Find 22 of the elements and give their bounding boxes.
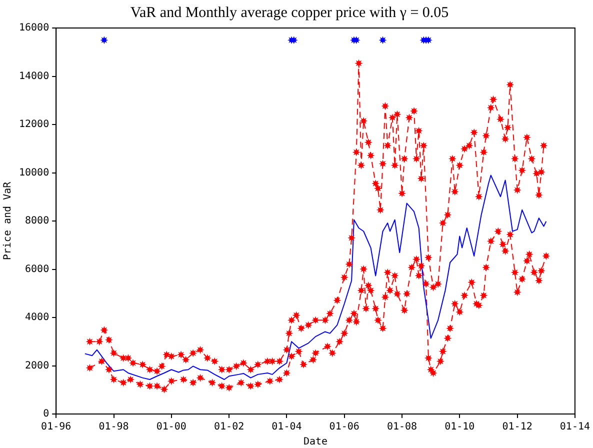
y-tick-label: 6000 (25, 264, 50, 275)
y-tick-label: 10000 (18, 167, 50, 178)
x-axis-title: Date (303, 436, 328, 448)
y-tick-label: 2000 (25, 360, 50, 372)
x-tick-label: 01-98 (98, 422, 129, 433)
x-tick-label: 01-96 (41, 422, 72, 433)
x-tick-label: 01-06 (329, 422, 360, 433)
x-tick-label: 01-14 (560, 422, 590, 433)
y-tick-label: 8000 (25, 216, 50, 227)
y-tick-label: 16000 (18, 22, 50, 34)
x-tick-label: 01-02 (214, 422, 244, 433)
y-tick-label: 0 (43, 408, 50, 420)
y-tick-label: 12000 (18, 119, 50, 130)
x-tick-label: 01-10 (444, 422, 475, 433)
y-axis-title: Price and VaR (2, 180, 14, 260)
y-tick-label: 4000 (25, 312, 50, 324)
x-tick-label: 01-12 (502, 422, 532, 433)
x-tick-label: 01-08 (386, 422, 418, 433)
chart-title: VaR and Monthly average copper price with γ = 0.05 (130, 4, 449, 21)
x-tick-label: 01-00 (156, 422, 186, 433)
y-tick-label: 14000 (18, 70, 50, 82)
x-tick-label: 01-04 (272, 422, 302, 433)
